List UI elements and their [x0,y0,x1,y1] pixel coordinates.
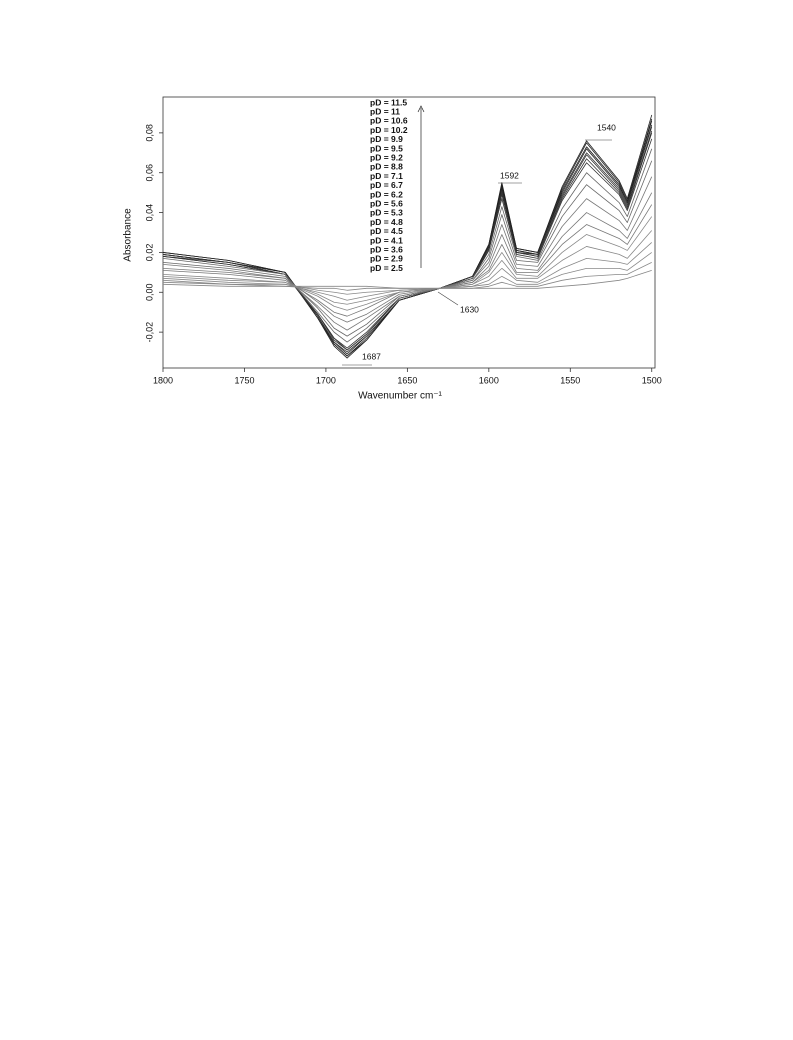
x-tick-label: 1750 [234,375,254,385]
y-tick-label: 0,00 [144,284,154,302]
spectrum-line [162,204,653,317]
x-tick-label: 1550 [560,375,580,385]
spectrum-line [162,126,653,353]
plot-frame [162,96,656,369]
legend-label: pD = 2.5 [370,263,403,273]
legend-label: pD = 11 [370,106,400,116]
legend-label: pD = 6.2 [370,189,403,199]
x-tick-label: 1500 [642,375,662,385]
annotation-line [437,291,459,306]
legend-label: pD = 2.9 [370,254,403,264]
legend-label: pD = 5.6 [370,198,403,208]
x-axis-label: Wavenumber cm⁻¹ [358,391,442,402]
legend-label: pD = 5.3 [370,208,403,218]
y-tick-label: 0,06 [144,164,154,182]
legend-label: pD = 10.2 [370,125,408,135]
y-tick-label: 0,08 [144,124,154,142]
legend-label: pD = 9.5 [370,143,403,153]
spectrum-line [162,269,652,289]
legend-label: pD = 4.5 [370,226,403,236]
y-axis-label: Absorbance [123,208,134,262]
legend-label: pD = 8.8 [370,162,403,172]
annotation: 1630 [460,304,479,314]
y-tick-label: -0,02 [144,322,154,343]
annotation: 1687 [362,351,381,361]
legend-label: pD = 9.2 [370,152,403,162]
spectrum-line [162,252,652,295]
legend-arrow-head [417,105,425,113]
spectrum-line [162,230,653,305]
annotation: 1540 [597,122,616,132]
x-tick-label: 1800 [153,375,173,385]
x-tick-label: 1600 [479,375,499,385]
legend-label: pD = 4.1 [370,235,403,245]
annotation: 1592 [500,170,519,180]
legend-label: pD = 7.1 [370,171,403,181]
legend-label: pD = 6.7 [370,180,403,190]
y-tick-label: 0,02 [144,244,154,262]
x-tick-label: 1650 [397,375,417,385]
legend-label: pD = 10.6 [370,116,408,126]
spectrum-line [162,148,653,343]
spectrum-line [162,176,653,331]
y-tick-label: 0,04 [144,204,154,222]
legend-label: pD = 11.5 [370,97,407,107]
legend-label: pD = 3.6 [370,244,403,254]
legend-label: pD = 4.8 [370,217,403,227]
legend-label: pD = 9.9 [370,134,403,144]
x-tick-label: 1700 [316,375,336,385]
